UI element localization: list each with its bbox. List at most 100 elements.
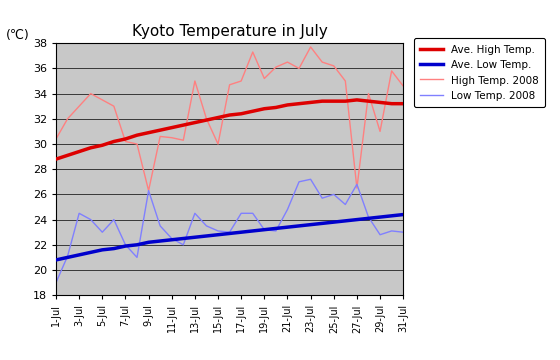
Title: Kyoto Temperature in July: Kyoto Temperature in July — [132, 24, 328, 39]
High Temp. 2008 — [64, 117, 71, 121]
Ave. High Temp. — [330, 99, 337, 103]
Ave. Low Temp. — [87, 250, 94, 255]
High Temp. 2008 — [400, 84, 407, 88]
Ave. High Temp. — [226, 113, 233, 117]
Ave. Low Temp. — [400, 212, 407, 217]
Ave. Low Temp. — [353, 217, 360, 222]
Low Temp. 2008 — [145, 189, 152, 193]
Ave. High Temp. — [365, 99, 372, 103]
Ave. High Temp. — [169, 126, 175, 130]
Ave. High Temp. — [377, 100, 384, 105]
Ave. Low Temp. — [64, 255, 71, 260]
Low Temp. 2008 — [226, 230, 233, 234]
High Temp. 2008 — [53, 137, 59, 141]
Ave. Low Temp. — [214, 233, 221, 237]
Ave. High Temp. — [319, 99, 325, 103]
Low Temp. 2008 — [330, 192, 337, 197]
Ave. Low Temp. — [99, 248, 106, 252]
High Temp. 2008 — [273, 65, 279, 69]
High Temp. 2008 — [388, 69, 395, 73]
Ave. High Temp. — [214, 115, 221, 120]
Ave. High Temp. — [261, 107, 268, 111]
Ave. High Temp. — [87, 146, 94, 150]
Low Temp. 2008 — [53, 280, 59, 285]
Ave. High Temp. — [353, 98, 360, 102]
Ave. High Temp. — [388, 102, 395, 106]
Ave. High Temp. — [284, 103, 291, 107]
Ave. High Temp. — [203, 118, 210, 122]
Ave. High Temp. — [110, 139, 117, 144]
Ave. High Temp. — [238, 112, 245, 116]
Ave. High Temp. — [145, 131, 152, 135]
Ave. Low Temp. — [377, 215, 384, 219]
Ave. High Temp. — [157, 128, 164, 132]
Ave. High Temp. — [273, 105, 279, 110]
High Temp. 2008 — [76, 104, 82, 108]
Low Temp. 2008 — [296, 180, 302, 184]
High Temp. 2008 — [169, 135, 175, 140]
Ave. Low Temp. — [169, 238, 175, 242]
Ave. Low Temp. — [53, 258, 59, 262]
Line: High Temp. 2008: High Temp. 2008 — [56, 47, 403, 191]
Ave. Low Temp. — [226, 231, 233, 236]
Ave. High Temp. — [296, 102, 302, 106]
High Temp. 2008 — [284, 60, 291, 64]
Low Temp. 2008 — [377, 233, 384, 237]
Low Temp. 2008 — [214, 229, 221, 233]
High Temp. 2008 — [226, 82, 233, 87]
Ave. Low Temp. — [238, 230, 245, 234]
High Temp. 2008 — [214, 142, 221, 146]
High Temp. 2008 — [307, 45, 314, 49]
Ave. High Temp. — [180, 123, 186, 127]
Ave. Low Temp. — [261, 228, 268, 232]
Ave. High Temp. — [134, 133, 141, 137]
Low Temp. 2008 — [365, 215, 372, 219]
Ave. High Temp. — [122, 137, 129, 141]
Ave. Low Temp. — [319, 221, 325, 225]
Ave. Low Temp. — [284, 225, 291, 229]
Ave. High Temp. — [53, 157, 59, 161]
Low Temp. 2008 — [99, 230, 106, 234]
Low Temp. 2008 — [273, 229, 279, 233]
Low Temp. 2008 — [319, 196, 325, 200]
Ave. High Temp. — [342, 99, 349, 103]
High Temp. 2008 — [249, 50, 256, 54]
Ave. Low Temp. — [122, 244, 129, 248]
Low Temp. 2008 — [203, 224, 210, 228]
Low Temp. 2008 — [180, 243, 186, 247]
High Temp. 2008 — [238, 79, 245, 83]
Low Temp. 2008 — [76, 211, 82, 215]
Ave. Low Temp. — [365, 216, 372, 220]
Ave. Low Temp. — [76, 253, 82, 257]
High Temp. 2008 — [261, 76, 268, 81]
Low Temp. 2008 — [157, 224, 164, 228]
Low Temp. 2008 — [122, 243, 129, 247]
Low Temp. 2008 — [64, 254, 71, 258]
Low Temp. 2008 — [192, 211, 198, 215]
High Temp. 2008 — [203, 117, 210, 121]
Ave. Low Temp. — [134, 243, 141, 247]
High Temp. 2008 — [319, 60, 325, 64]
Ave. Low Temp. — [388, 213, 395, 218]
Low Temp. 2008 — [307, 177, 314, 181]
Low Temp. 2008 — [134, 255, 141, 260]
High Temp. 2008 — [192, 79, 198, 83]
High Temp. 2008 — [110, 104, 117, 108]
Ave. Low Temp. — [342, 219, 349, 223]
Ave. Low Temp. — [157, 239, 164, 243]
Low Temp. 2008 — [342, 202, 349, 207]
High Temp. 2008 — [296, 66, 302, 71]
Low Temp. 2008 — [261, 228, 268, 232]
Line: Ave. Low Temp.: Ave. Low Temp. — [56, 215, 403, 260]
Ave. High Temp. — [64, 153, 71, 157]
Ave. Low Temp. — [110, 246, 117, 251]
Ave. Low Temp. — [180, 236, 186, 240]
High Temp. 2008 — [122, 139, 129, 144]
Ave. High Temp. — [307, 100, 314, 105]
Ave. Low Temp. — [192, 235, 198, 239]
High Temp. 2008 — [180, 138, 186, 142]
Ave. Low Temp. — [330, 220, 337, 224]
Ave. Low Temp. — [273, 226, 279, 230]
Ave. Low Temp. — [296, 224, 302, 228]
Ave. Low Temp. — [203, 234, 210, 238]
